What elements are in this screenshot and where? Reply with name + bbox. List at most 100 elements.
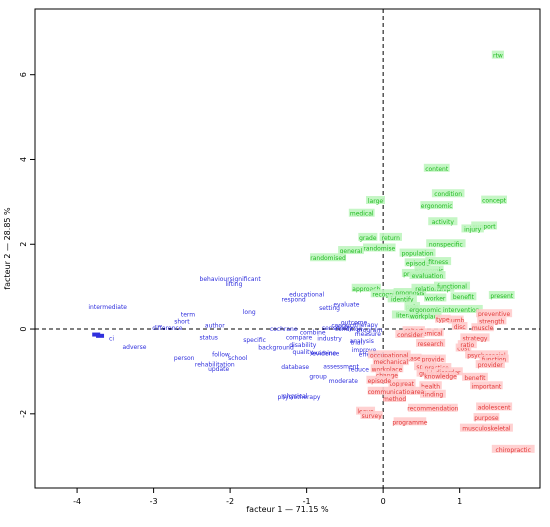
red-point-bg <box>462 372 488 381</box>
green-point-label: rtw <box>493 53 503 60</box>
green-point-bg <box>450 292 477 301</box>
green-point-bg <box>399 248 436 257</box>
green-point-label: identify <box>391 296 414 303</box>
red-point-label: workplace <box>372 366 403 373</box>
red-point-label: communication <box>368 389 415 396</box>
blue-point-label: physical <box>283 393 308 400</box>
red-point-label: preventive <box>478 311 510 318</box>
blue-point-label: school <box>228 355 248 362</box>
blue-point-label: behavioursignificant <box>200 276 262 283</box>
blue-point-label: follow <box>212 351 230 358</box>
red-point-label: provider <box>478 362 504 369</box>
red-point-bg <box>375 370 399 379</box>
green-point-bg <box>423 293 447 302</box>
green-point-label: activity <box>432 219 455 226</box>
red-point-bg <box>405 353 422 362</box>
red-point-label: muscle <box>472 325 494 332</box>
red-point-label: purpose <box>474 415 499 422</box>
red-point-bg <box>477 316 507 325</box>
green-point-label: nonspecific <box>429 241 463 248</box>
red-point-bg <box>476 309 513 318</box>
blue-point-label: ci <box>109 335 114 342</box>
green-point-label: benefit <box>453 294 475 301</box>
green-point-bg <box>363 243 396 252</box>
blue-point-label: background <box>258 345 294 352</box>
red-point-label: top <box>390 381 400 388</box>
red-point-label: chemical <box>416 330 443 337</box>
green-point-bg <box>310 253 347 262</box>
red-point-bg <box>491 444 535 453</box>
blue-point-label: evidence <box>312 351 340 358</box>
y-tick-label: 0 <box>19 326 28 331</box>
red-point-label: method <box>383 396 406 403</box>
red-point-bg <box>393 417 427 426</box>
blue-point-label: measure <box>355 331 381 338</box>
red-point-bg <box>366 375 393 384</box>
blue-point-label: conduct <box>331 323 356 330</box>
blue-point-label: trial <box>350 340 362 347</box>
blue-point-label: compare <box>286 335 313 342</box>
red-point-label: function <box>482 357 507 364</box>
blue-point-label: disability <box>289 342 316 349</box>
x-tick-label: -1 <box>303 497 311 506</box>
y-tick-label: -2 <box>19 410 28 418</box>
green-point-label: randomised <box>310 255 346 262</box>
red-point-bg <box>419 389 446 398</box>
green-point-label: fitness <box>428 259 448 266</box>
blue-point-label: analysis <box>350 338 374 345</box>
green-point-bg <box>411 283 455 292</box>
blue-point-label: short <box>174 318 190 325</box>
green-point-label: content <box>425 166 449 173</box>
blue-point-label: sensitivity <box>322 325 353 332</box>
red-point-bg <box>460 333 490 342</box>
green-point-label: condition <box>434 191 462 198</box>
blue-point-label: physiotherapy <box>277 394 320 401</box>
blue-point-label: evaluate <box>333 301 359 308</box>
red-point-bg <box>465 350 508 359</box>
red-point-bg <box>409 386 426 395</box>
red-point-label: programme <box>392 419 427 426</box>
green-point-label: present <box>490 293 513 300</box>
blue-point-label: person <box>174 355 195 362</box>
red-point-bg <box>419 381 442 390</box>
green-point-bg <box>370 289 404 298</box>
x-tick-label: 0 <box>381 497 386 506</box>
green-point-bg <box>426 239 466 248</box>
green-point-label: population <box>402 251 434 258</box>
red-point-label: important <box>472 383 502 390</box>
blue-point-label: program <box>357 327 383 334</box>
green-point-bg <box>425 257 452 266</box>
red-point-label: research <box>418 341 444 348</box>
red-point-label: episode <box>368 378 392 385</box>
green-point-bg <box>393 288 427 297</box>
green-point-label: injury <box>464 226 481 233</box>
red-point-bg <box>419 354 446 363</box>
red-point-label: strategy <box>462 335 487 342</box>
green-point-label: worker <box>425 296 446 303</box>
red-point-label: musculoskeletal <box>462 426 511 433</box>
blue-point-label: group <box>309 374 327 381</box>
x-tick-label: -2 <box>226 497 234 506</box>
red-point-bg <box>471 323 494 332</box>
blue-point-label: combine <box>300 329 326 336</box>
red-point-label: health <box>421 383 440 390</box>
green-point-bg <box>471 221 498 230</box>
red-point-label: mechanical <box>374 359 409 366</box>
red-point-bg <box>388 379 401 388</box>
data-points: behavioursignificantliftingeducationalre… <box>88 50 535 454</box>
blue-point-label: update <box>208 366 229 373</box>
blue-point-label: database <box>281 364 309 371</box>
red-point-bg <box>433 367 463 376</box>
blue-point-label: quality <box>293 349 314 356</box>
red-point-label: occupational <box>370 352 409 359</box>
red-point-label: ratio <box>460 342 474 349</box>
red-point-label: adolescent <box>478 404 511 411</box>
red-point-bg <box>414 328 444 337</box>
blue-point-label: therapy <box>355 322 379 329</box>
green-point-bg <box>387 294 417 303</box>
blue-point-mark <box>96 333 105 338</box>
green-point-label: support <box>473 223 497 230</box>
green-point-label: ergonomic intervention <box>409 307 479 314</box>
red-point-bg <box>470 381 503 390</box>
